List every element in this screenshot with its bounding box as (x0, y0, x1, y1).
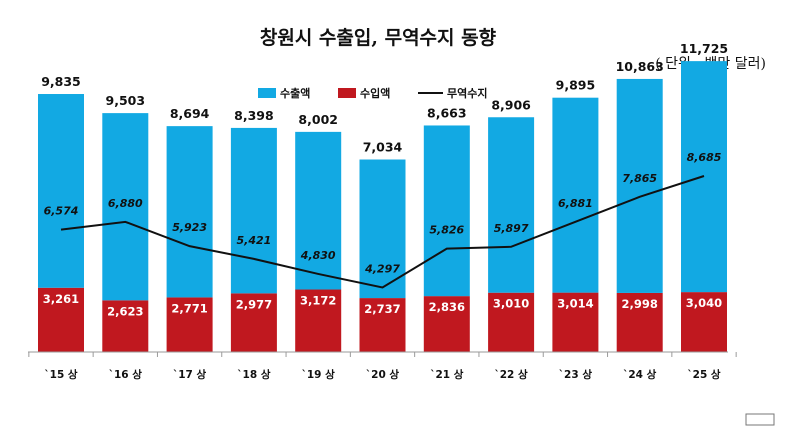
export-bar (423, 125, 470, 297)
balance-value-label: 4,297 (364, 262, 400, 275)
export-value-label: 8,398 (234, 108, 274, 123)
x-tick-label: `22 상 (495, 368, 529, 381)
x-tick-label: `16 상 (109, 368, 143, 381)
export-value-label: 10,863 (616, 59, 664, 74)
import-value-label: 2,623 (107, 304, 143, 318)
x-tick-label: `19 상 (302, 368, 336, 381)
balance-value-label: 6,881 (558, 197, 593, 210)
legend-label-exports: 수출액 (280, 86, 310, 100)
export-value-label: 7,034 (363, 140, 403, 155)
import-value-label: 2,998 (622, 297, 658, 311)
import-value-label: 2,836 (429, 300, 465, 314)
export-bar (552, 97, 599, 293)
import-value-label: 3,261 (43, 292, 79, 306)
legend: 수출액 수입액 무역수지 (258, 86, 487, 100)
export-value-label: 8,663 (427, 105, 467, 120)
balance-value-label: 4,830 (300, 249, 336, 262)
export-bar (38, 94, 84, 288)
export-value-label: 8,694 (170, 106, 210, 121)
import-value-label: 3,040 (686, 296, 722, 310)
balance-value-label: 8,685 (687, 151, 722, 164)
x-tick-label: `20 상 (366, 368, 400, 381)
balance-line (60, 175, 705, 289)
import-value-label: 2,977 (236, 297, 272, 311)
export-value-label: 11,725 (680, 41, 728, 56)
import-value-label: 3,172 (300, 294, 336, 308)
import-bar (359, 298, 406, 352)
legend-label-imports: 수입액 (360, 87, 390, 100)
import-value-label: 2,771 (171, 301, 207, 315)
import-value-label: 3,014 (557, 297, 593, 311)
labels-layer: 9,835 3,261 6,574 9,503 2,623 6,880 8,694 2,771… (41, 41, 728, 318)
x-tick-label: `24 상 (623, 368, 657, 381)
balance-line-layer (60, 175, 705, 289)
import-bar (423, 296, 470, 352)
legend-swatch-exports (258, 88, 276, 98)
bars-layer (38, 61, 727, 352)
export-value-label: 8,002 (298, 112, 338, 127)
export-bar (616, 78, 663, 293)
import-bar (166, 297, 213, 352)
export-value-label: 8,906 (491, 97, 531, 112)
balance-value-label: 5,421 (237, 234, 272, 247)
legend-swatch-imports (338, 88, 356, 98)
balance-value-label: 5,923 (172, 221, 207, 234)
export-bar (230, 127, 277, 294)
corner-box (745, 413, 775, 426)
x-ticks-layer: `15 상 `16 상 `17 상 `18 상 `19 상 `20 상 `21 상 `22 상… (28, 352, 737, 381)
import-value-label: 2,737 (364, 302, 400, 316)
import-bar (38, 287, 84, 352)
export-bar (102, 113, 149, 301)
import-bar (681, 292, 727, 352)
x-tick-label: `25 상 (687, 368, 721, 381)
export-bar (359, 159, 406, 299)
export-bar (166, 126, 213, 298)
export-value-label: 9,835 (41, 74, 81, 89)
export-bar (488, 117, 535, 293)
import-value-label: 3,010 (493, 297, 529, 311)
balance-value-label: 5,826 (429, 224, 464, 237)
legend-label-balance: 무역수지 (447, 86, 487, 100)
balance-value-label: 6,574 (44, 205, 79, 218)
chart-title: 창원시 수출입, 무역수지 동향 (260, 27, 497, 49)
x-tick-label: `18 상 (237, 368, 271, 381)
balance-value-label: 6,880 (108, 197, 143, 210)
export-value-label: 9,895 (556, 78, 596, 93)
import-bar (552, 292, 599, 352)
x-tick-label: `17 상 (173, 368, 207, 381)
x-tick-label: `21 상 (430, 368, 464, 381)
import-bar (102, 300, 149, 352)
export-value-label: 9,503 (106, 93, 146, 108)
x-tick-label: `15 상 (44, 368, 78, 381)
x-tick-label: `23 상 (559, 368, 593, 381)
import-bar (616, 292, 663, 352)
export-bar (295, 131, 342, 290)
balance-value-label: 7,865 (622, 172, 657, 185)
balance-value-label: 5,897 (494, 222, 529, 235)
import-bar (295, 289, 342, 352)
import-bar (230, 293, 277, 352)
import-bar (488, 292, 535, 352)
